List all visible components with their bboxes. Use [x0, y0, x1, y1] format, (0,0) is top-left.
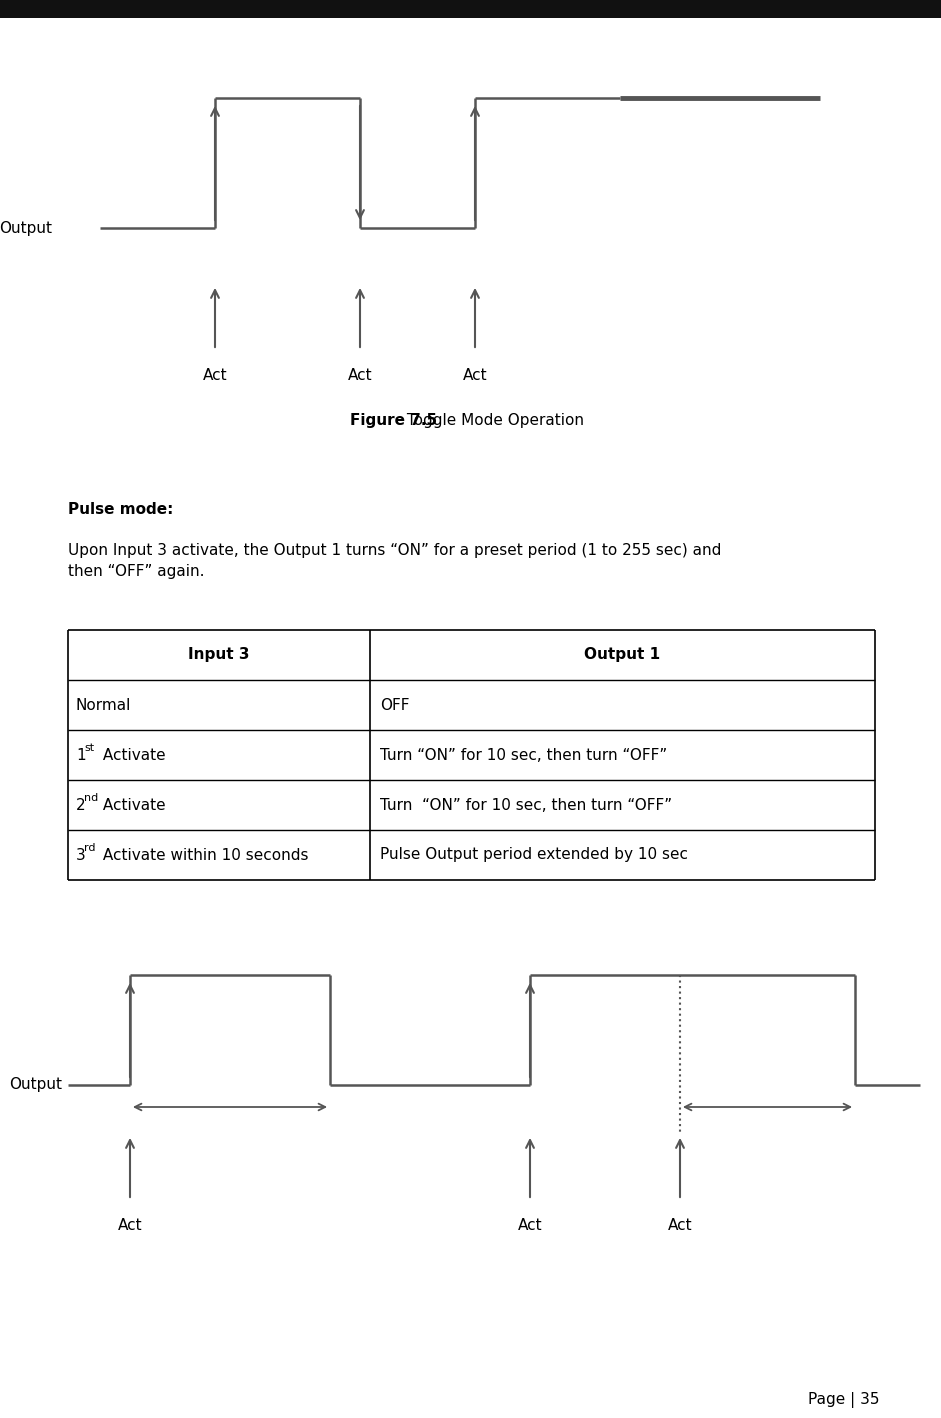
Text: Act: Act [668, 1218, 693, 1234]
Text: Activate: Activate [98, 747, 166, 763]
Text: Output: Output [9, 1078, 62, 1092]
Text: Output 1: Output 1 [584, 648, 661, 662]
Text: rd: rd [84, 842, 95, 854]
Text: Act: Act [463, 369, 487, 383]
Text: Act: Act [518, 1218, 542, 1234]
Text: Activate within 10 seconds: Activate within 10 seconds [98, 848, 309, 862]
Text: Input 3: Input 3 [188, 648, 249, 662]
Text: Pulse mode:: Pulse mode: [68, 502, 173, 518]
Text: Turn  “ON” for 10 sec, then turn “OFF”: Turn “ON” for 10 sec, then turn “OFF” [380, 797, 672, 813]
Text: 3: 3 [76, 848, 86, 862]
Text: Upon Input 3 activate, the Output 1 turns “ON” for a preset period (1 to 255 sec: Upon Input 3 activate, the Output 1 turn… [68, 543, 722, 579]
Text: Act: Act [347, 369, 373, 383]
Text: Pulse Output period extended by 10 sec: Pulse Output period extended by 10 sec [380, 848, 688, 862]
Text: Act: Act [202, 369, 228, 383]
Text: Figure 7.5: Figure 7.5 [350, 413, 438, 427]
Text: nd: nd [84, 793, 98, 803]
Text: Toggle Mode Operation: Toggle Mode Operation [402, 413, 584, 427]
Text: 1: 1 [76, 747, 86, 763]
Text: Output: Output [0, 221, 52, 235]
Bar [0, 0, 941, 18]
Text: 2: 2 [76, 797, 86, 813]
Text: Turn “ON” for 10 sec, then turn “OFF”: Turn “ON” for 10 sec, then turn “OFF” [380, 747, 667, 763]
Text: Act: Act [118, 1218, 142, 1234]
Text: st: st [84, 743, 94, 753]
Text: Normal: Normal [76, 698, 132, 712]
Text: OFF: OFF [380, 698, 409, 712]
Text: Page | 35: Page | 35 [808, 1392, 880, 1408]
Text: Activate: Activate [98, 797, 166, 813]
